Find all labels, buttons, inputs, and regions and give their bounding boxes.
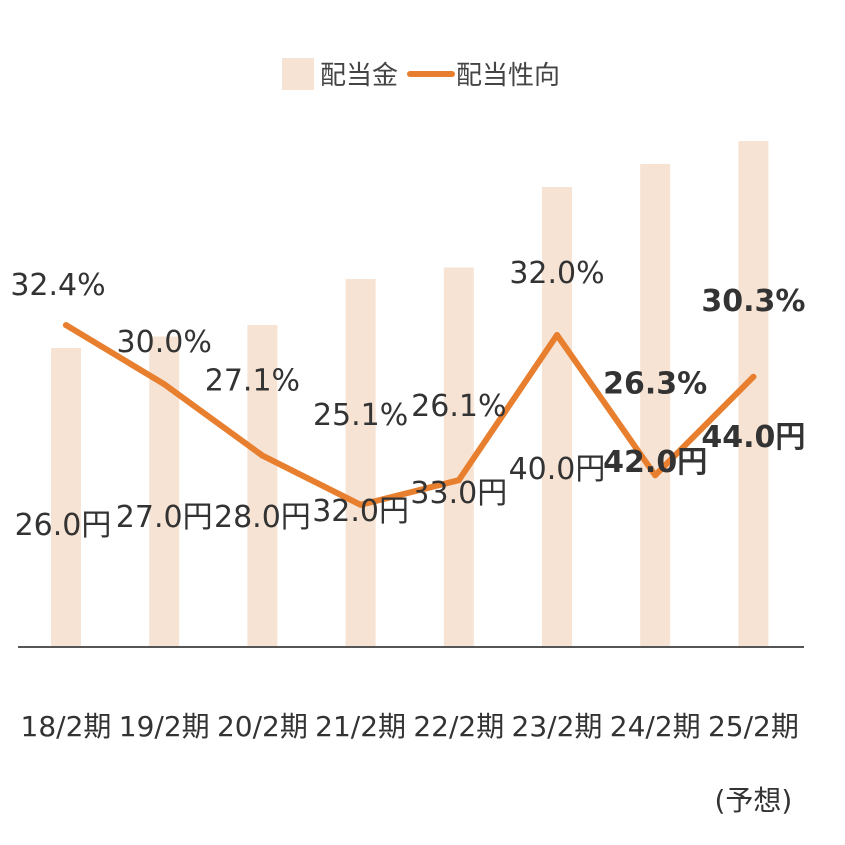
x-tick-label-0: 18/2期 xyxy=(21,710,112,743)
payout-ratio-point-5 xyxy=(554,331,560,338)
payout-ratio-label-0: 32.4% xyxy=(10,268,105,303)
dividend-label-0: 26.0円 xyxy=(15,508,112,543)
bar-0 xyxy=(51,348,81,647)
bar-4 xyxy=(443,267,474,647)
payout-ratio-point-3 xyxy=(357,501,364,508)
payout-ratio-point-2 xyxy=(259,452,266,459)
x-tick-label-2: 20/2期 xyxy=(217,710,308,743)
payout-ratio-point-1 xyxy=(161,381,168,388)
x-tick-label-7: 25/2期 xyxy=(708,710,799,743)
payout-ratio-point-4 xyxy=(455,477,462,484)
bar-series xyxy=(51,141,769,647)
payout-ratio-label-4: 26.1% xyxy=(411,389,506,424)
payout-ratio-line xyxy=(63,322,757,508)
payout-ratio-point-0 xyxy=(63,322,69,329)
bar-3 xyxy=(345,279,376,647)
x-tick-label-1: 19/2期 xyxy=(119,710,210,743)
bar-5 xyxy=(542,187,572,647)
x-tick-label-6: 24/2期 xyxy=(610,710,701,743)
payout-ratio-label-3: 25.1% xyxy=(313,398,408,433)
forecast-note: (予想) xyxy=(714,784,792,817)
data-labels: 32.4% 30.0% 27.1% 25.1% 26.1% 32.0% 26.3% 30.3%… xyxy=(10,256,805,543)
x-tick-label-4: 22/2期 xyxy=(413,710,504,743)
dividend-label-4: 33.0円 xyxy=(410,476,507,511)
bar-2 xyxy=(247,325,278,647)
dividend-label-7: 44.0円 xyxy=(701,420,805,455)
bar-7 xyxy=(738,141,769,647)
x-tick-label-5: 23/2期 xyxy=(512,710,603,743)
dividend-label-6: 42.0円 xyxy=(603,445,707,480)
payout-ratio-point-6 xyxy=(652,472,659,479)
bar-6 xyxy=(640,164,671,647)
payout-ratio-label-7: 30.3% xyxy=(701,284,805,319)
dividend-label-5: 40.0円 xyxy=(509,452,606,487)
dividend-label-1: 27.0円 xyxy=(116,500,213,535)
dividend-label-3: 32.0円 xyxy=(312,494,409,529)
payout-ratio-label-6: 26.3% xyxy=(603,366,707,401)
line-series xyxy=(63,322,757,508)
dividend-label-2: 28.0円 xyxy=(214,500,311,535)
legend-swatch-dividend xyxy=(282,58,314,90)
x-tick-labels: 18/2期 19/2期 20/2期 21/2期 22/2期 23/2期 24/2期 25/2期… xyxy=(21,710,799,817)
legend: 配当金 配当性向 xyxy=(282,58,560,91)
payout-ratio-label-5: 32.0% xyxy=(509,256,604,291)
legend-label-dividend: 配当金 xyxy=(320,61,398,91)
payout-ratio-point-7 xyxy=(750,373,757,380)
x-tick-label-3: 21/2期 xyxy=(315,710,406,743)
payout-ratio-label-1: 30.0% xyxy=(117,325,212,360)
payout-ratio-label-2: 27.1% xyxy=(205,364,300,399)
legend-label-payout-ratio: 配当性向 xyxy=(456,61,560,91)
